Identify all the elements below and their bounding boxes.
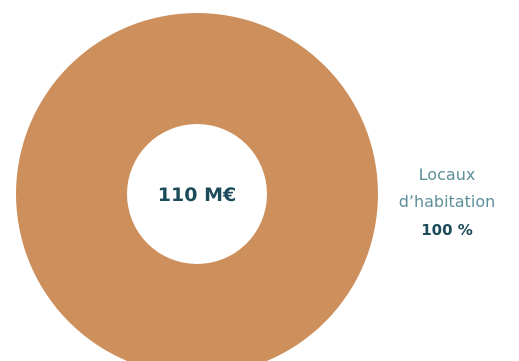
donut-hole [127,124,267,264]
slice-label-line-2: d’habitation [399,192,496,211]
slice-label-line-1: Locaux [419,165,476,184]
center-total-label: 110 M€ [158,184,236,206]
slice-percent-label: 100 % [421,221,473,239]
slice-labels: Locaux d’habitation 100 % [399,165,496,239]
